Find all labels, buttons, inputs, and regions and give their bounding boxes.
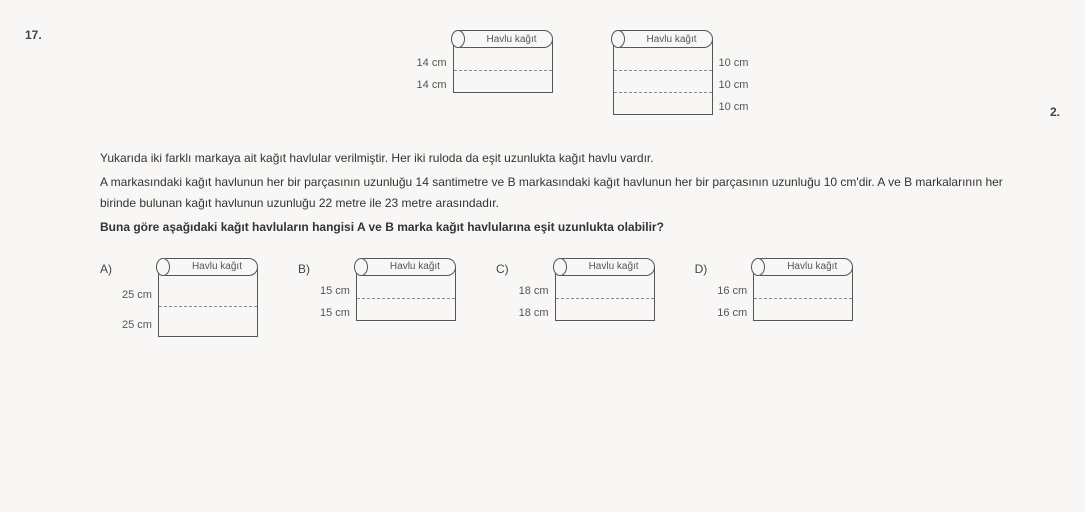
roll-B-seg-2: 10 cm	[719, 74, 749, 96]
roll-B-label: Havlu kağıt	[628, 34, 696, 45]
question-number: 17.	[25, 28, 42, 42]
roll-B-top: Havlu kağıt	[613, 30, 713, 48]
side-number: 2.	[1050, 105, 1060, 119]
roll-A: Havlu kağıt	[453, 30, 553, 93]
choices-row: A) 25 cm 25 cm Havlu kağıt B)	[100, 258, 1005, 340]
choice-B-label: B)	[298, 262, 310, 276]
choice-D-roll: Havlu kağıt	[753, 258, 853, 321]
roll-B-body	[613, 39, 713, 115]
choice-C-seg-1: 18 cm	[519, 280, 549, 302]
roll-core-icon	[354, 258, 368, 276]
choice-C-seg-2: 18 cm	[519, 302, 549, 324]
choice-A-measures: 25 cm 25 cm	[122, 258, 152, 340]
choice-B-measures: 15 cm 15 cm	[320, 258, 350, 324]
choice-C-measures: 18 cm 18 cm	[519, 258, 549, 324]
roll-wrap-B: Havlu kağıt 10 cm 10 cm 10 cm	[613, 30, 749, 118]
choice-A-roll-body	[158, 267, 258, 337]
choice-D-label: D)	[695, 262, 708, 276]
roll-B: Havlu kağıt	[613, 30, 713, 115]
choice-D-measures: 16 cm 16 cm	[717, 258, 747, 324]
choice-A-seg-2: 25 cm	[122, 310, 152, 340]
roll-A-labels: 14 cm 14 cm	[417, 30, 447, 96]
roll-core-icon	[751, 258, 765, 276]
roll-A-top: Havlu kağıt	[453, 30, 553, 48]
paragraph-1: Yukarıda iki farklı markaya ait kağıt ha…	[100, 148, 1005, 168]
roll-B-seg-1: 10 cm	[719, 52, 749, 74]
choice-B-roll: Havlu kağıt	[356, 258, 456, 321]
choice-A[interactable]: A) 25 cm 25 cm Havlu kağıt	[100, 258, 258, 340]
choice-A-roll: Havlu kağıt	[158, 258, 258, 337]
choice-D-roll-label: Havlu kağıt	[769, 261, 837, 272]
choice-C[interactable]: C) 18 cm 18 cm Havlu kağıt	[496, 258, 655, 324]
choice-B[interactable]: B) 15 cm 15 cm Havlu kağıt	[298, 258, 456, 324]
roll-core-icon	[611, 30, 625, 48]
roll-A-seg-1: 14 cm	[417, 52, 447, 74]
choice-B-seg-1: 15 cm	[320, 280, 350, 302]
choice-B-roll-top: Havlu kağıt	[356, 258, 456, 276]
paragraph-2: A markasındaki kağıt havlunun her bir pa…	[100, 172, 1005, 213]
choice-D[interactable]: D) 16 cm 16 cm Havlu kağıt	[695, 258, 854, 324]
choice-B-roll-label: Havlu kağıt	[372, 261, 440, 272]
choice-A-label: A)	[100, 262, 112, 276]
choice-C-roll-label: Havlu kağıt	[571, 261, 639, 272]
choice-A-seg-1: 25 cm	[122, 280, 152, 310]
question-body: Yukarıda iki farklı markaya ait kağıt ha…	[100, 148, 1005, 238]
choice-C-roll: Havlu kağıt	[555, 258, 655, 321]
top-rolls-row: 14 cm 14 cm Havlu kağıt Havlu kağıt	[120, 30, 1045, 118]
choice-D-seg-2: 16 cm	[717, 302, 747, 324]
question-page: 17. 2. 14 cm 14 cm Havlu kağıt	[0, 0, 1085, 360]
roll-A-seg-2: 14 cm	[417, 74, 447, 96]
choice-C-roll-top: Havlu kağıt	[555, 258, 655, 276]
roll-core-icon	[553, 258, 567, 276]
roll-B-labels: 10 cm 10 cm 10 cm	[719, 30, 749, 118]
roll-wrap-A: 14 cm 14 cm Havlu kağıt	[417, 30, 553, 118]
roll-A-label: Havlu kağıt	[468, 34, 536, 45]
choice-A-roll-top: Havlu kağıt	[158, 258, 258, 276]
choice-A-roll-label: Havlu kağıt	[174, 261, 242, 272]
roll-core-icon	[451, 30, 465, 48]
roll-B-seg-3: 10 cm	[719, 96, 749, 118]
choice-C-label: C)	[496, 262, 509, 276]
choice-D-seg-1: 16 cm	[717, 280, 747, 302]
choice-B-seg-2: 15 cm	[320, 302, 350, 324]
choice-D-roll-top: Havlu kağıt	[753, 258, 853, 276]
question-prompt: Buna göre aşağıdaki kağıt havluların han…	[100, 217, 1005, 237]
roll-core-icon	[156, 258, 170, 276]
